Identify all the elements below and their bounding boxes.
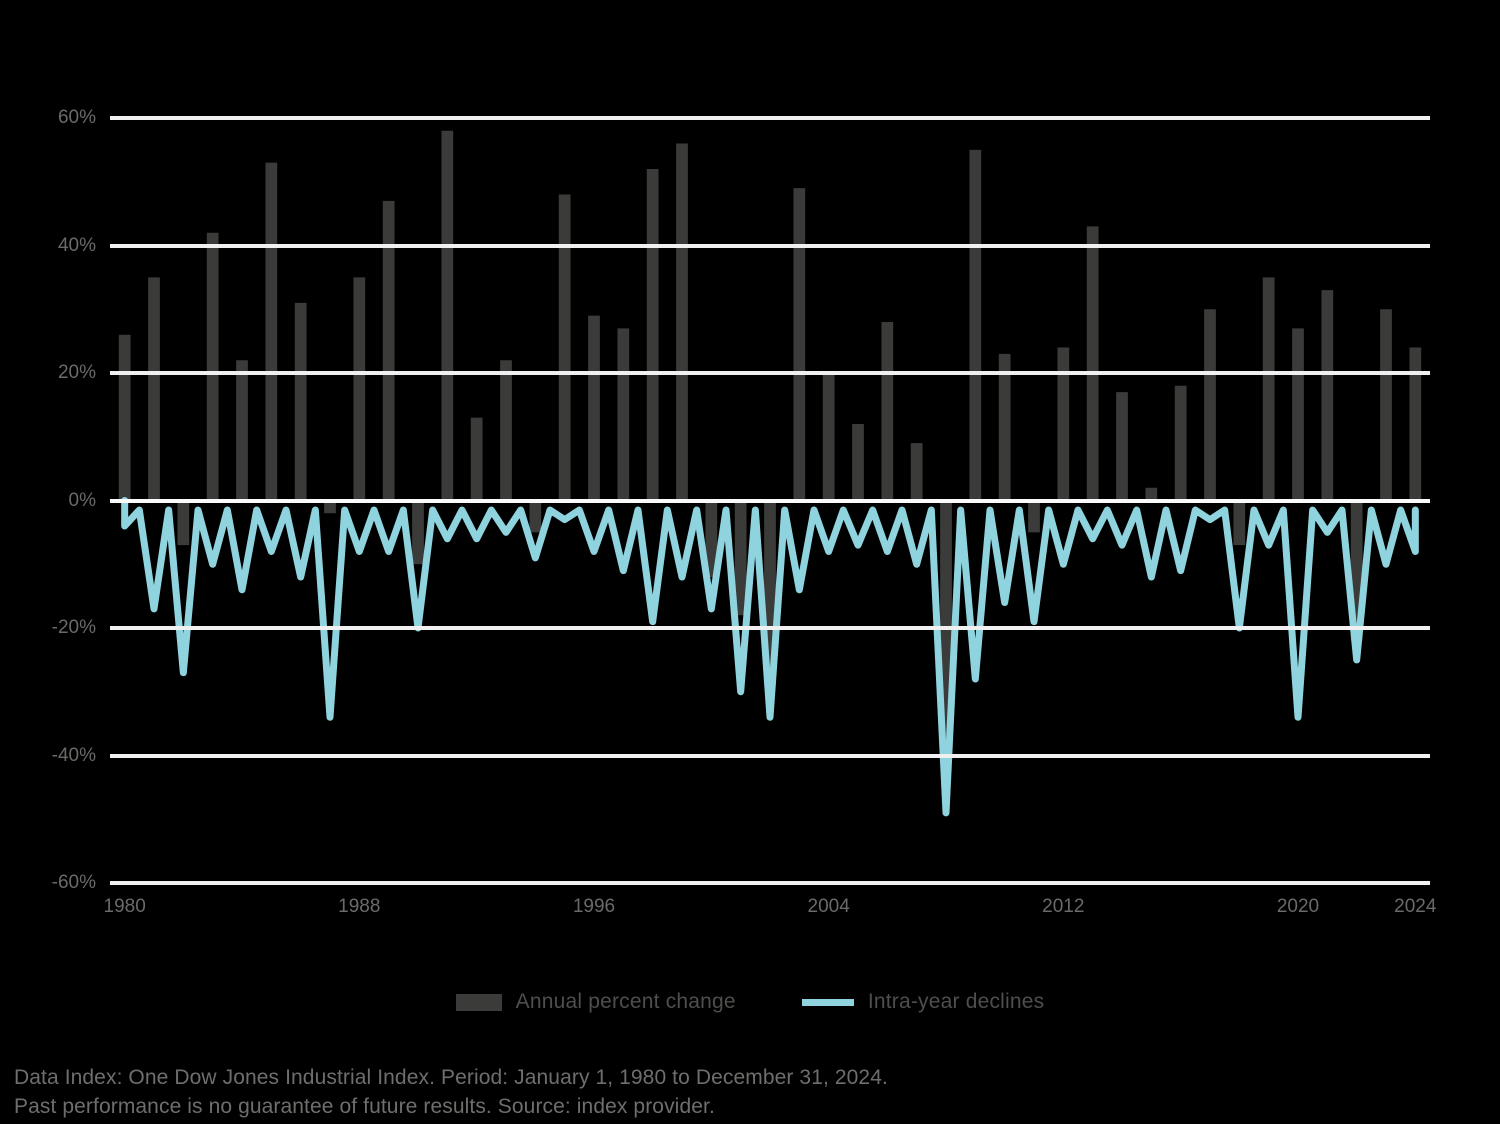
bar <box>617 328 630 501</box>
bar <box>1174 385 1187 501</box>
bar <box>1321 290 1334 501</box>
bar <box>1204 309 1216 501</box>
x-axis-tick-label: 1988 <box>338 896 381 917</box>
caption-line-1: Data Index: One Dow Jones Industrial Ind… <box>14 1066 888 1089</box>
bar <box>265 162 278 501</box>
bar <box>1028 500 1040 533</box>
bar <box>1380 309 1392 501</box>
y-axis-tick-label: 60% <box>57 107 96 128</box>
bar <box>441 130 454 501</box>
bar <box>118 334 131 501</box>
bar <box>705 500 718 577</box>
x-axis-tick-label: 1996 <box>572 896 616 917</box>
bar <box>734 500 747 616</box>
bar <box>881 322 894 501</box>
gridline <box>110 753 1430 758</box>
bar <box>353 277 366 501</box>
x-axis: 1980 1988 1996 2004 2012 2020 2024 <box>104 896 1437 926</box>
y-axis-tick-label: -20% <box>51 617 96 638</box>
bar <box>236 360 248 501</box>
bar <box>470 417 483 501</box>
bar <box>1145 487 1158 501</box>
y-axis-tick-label: 20% <box>57 362 96 383</box>
bar <box>1086 226 1099 501</box>
chart-svg <box>118 130 1422 817</box>
bar <box>1350 500 1363 641</box>
bar-swatch-icon <box>455 993 502 1011</box>
caption-line-2: Past performance is no guarantee of futu… <box>14 1095 715 1118</box>
bar <box>969 149 982 501</box>
bar <box>148 277 160 501</box>
bar <box>646 169 659 501</box>
bar <box>294 302 307 501</box>
gridline <box>110 116 1430 120</box>
legend-item-annual-change[interactable]: Annual percent change <box>455 990 736 1014</box>
bar <box>1116 392 1128 501</box>
bar <box>764 500 776 686</box>
bar <box>206 232 219 501</box>
bar <box>1292 328 1304 501</box>
bar <box>412 500 424 565</box>
x-axis-tick-label: 2024 <box>1394 896 1437 917</box>
chart-caption: Data Index: One Dow Jones Industrial Ind… <box>14 1063 1484 1121</box>
x-axis-tick-label: 1980 <box>103 896 146 917</box>
y-axis-tick-label: 40% <box>57 234 96 256</box>
y-axis-tick-label: -40% <box>51 744 96 766</box>
legend-label-annual-change: Annual percent change <box>515 990 736 1013</box>
bar <box>324 500 336 514</box>
x-axis-tick-label: 2012 <box>1042 896 1085 917</box>
plot-area <box>110 116 1430 885</box>
bar <box>500 360 512 501</box>
bar <box>822 373 835 501</box>
chart-legend: Annual percent change Intra-year decline… <box>0 985 1500 1019</box>
y-axis-tick-label: -60% <box>51 872 96 893</box>
bar <box>998 353 1011 501</box>
x-axis-tick-label: 2004 <box>807 896 850 917</box>
bar <box>852 424 864 501</box>
bar <box>177 500 190 546</box>
bar <box>910 443 923 501</box>
bar <box>1233 500 1246 546</box>
legend-label-intra-year: Intra-year declines <box>867 990 1045 1013</box>
gridline <box>110 626 1430 630</box>
gridline <box>110 243 1430 248</box>
x-axis-tick-label: 2020 <box>1276 896 1320 917</box>
bar <box>1057 347 1070 501</box>
gridline <box>110 498 1430 503</box>
gridline <box>110 881 1430 885</box>
y-axis-tick-label: 0% <box>68 489 96 511</box>
intra-year-decline-line <box>121 497 1419 817</box>
gridline <box>110 371 1430 375</box>
bar <box>676 143 688 501</box>
bar <box>382 200 395 501</box>
bar <box>529 500 542 533</box>
bar <box>588 315 600 501</box>
line-swatch-icon <box>801 998 854 1006</box>
bar <box>1262 277 1275 501</box>
bar <box>558 194 571 501</box>
bar <box>793 188 806 501</box>
legend-item-intra-year[interactable]: Intra-year declines <box>801 990 1045 1014</box>
bar <box>1409 347 1422 501</box>
